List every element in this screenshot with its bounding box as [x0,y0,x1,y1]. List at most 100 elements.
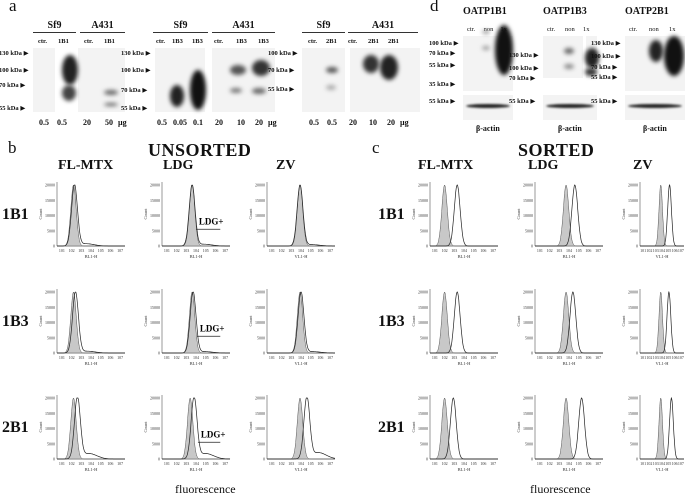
protein-band [585,48,599,68]
histogram-sorted-1b1-zv: 0 5000 10000 15000 20000 101 102 103 104 105 106 10… [621,182,684,259]
x-tick-label: 102 [547,355,553,360]
lane-label: 2B1 [326,38,337,45]
x-tick-label: 105 [203,355,209,360]
lane-label: non [649,26,659,33]
protein-amount: 0.5 [309,118,319,127]
x-tick-label: 106 [672,355,678,360]
y-tick-label: 10000 [150,426,160,431]
control-histogram [640,397,684,460]
mw-marker: 70 kDa ▶ [268,67,295,74]
x-axis-label: VL1-H [656,254,670,259]
protein-amount: 0.05 [173,118,187,127]
y-tick-label: 15000 [418,305,428,310]
x-tick-label: 104 [88,355,94,360]
protein-band [104,103,118,106]
mw-marker: 100 kDa ▶ [591,53,621,60]
y-axis-label: Count [621,421,626,433]
y-tick-label: 15000 [150,198,160,203]
row-label-1b3: 1B3 [2,313,29,330]
control-histogram [57,184,125,247]
y-tick-label: 20000 [418,290,428,295]
x-tick-label: 102 [174,355,180,360]
y-tick-label: 0 [53,457,55,462]
mw-marker: 130 kDa ▶ [121,50,151,57]
actin-marker: 55 kDa ▶ [509,98,536,105]
x-axis-label: BL1-H [563,254,576,259]
lane-label: ctr. [348,38,357,45]
panel-b-label: b [8,138,17,157]
protein-band [482,46,490,50]
x-tick-label: 102 [442,355,448,360]
lane-label: ctr. [547,26,556,33]
x-axis-label: VL1-H [295,254,309,259]
y-tick-label: 15000 [150,305,160,310]
x-tick-label: 106 [317,248,323,253]
x-tick-label: 106 [107,355,113,360]
x-tick-label: 103 [556,355,562,360]
x-tick-label: 106 [212,355,218,360]
y-tick-label: 0 [263,244,265,249]
sample-histogram [162,397,231,460]
sample-histogram [267,291,335,354]
mw-marker: 130 kDa ▶ [509,52,539,59]
marker-label: 70 kDa [509,75,529,82]
western-blot-3 [302,48,420,112]
x-tick-label: 107 [490,355,496,360]
marker-label: 70 kDa [268,67,288,74]
x-tick-label: 103 [556,461,562,466]
histogram-sorted-1b1-ldg: 0 5000 10000 15000 20000 101 102 103 104 105 106 10… [516,182,603,259]
x-tick-label: 101 [164,355,170,360]
x-tick-label: 105 [98,248,104,253]
x-tick-label: 105 [665,248,671,253]
y-axis-label: Count [248,208,253,220]
x-tick-label: 105 [98,355,104,360]
marker-label: 100 kDa [429,40,452,47]
blot-gap [345,48,350,112]
panel-d-label: d [430,0,439,15]
y-tick-label: 0 [636,244,638,249]
y-tick-label: 5000 [152,335,160,340]
x-tick-label: 102 [174,461,180,466]
protein-band [62,55,78,85]
unsorted-title: UNSORTED [148,140,252,160]
x-tick-label: 103 [288,355,294,360]
y-tick-label: 15000 [45,198,55,203]
y-axis-label: Count [516,315,521,327]
x-axis-label: BL1-H [85,361,98,366]
mw-marker: 70 kDa ▶ [0,82,26,89]
gate-label: LDG+ [201,430,226,440]
x-axis-label: BL1-H [190,254,203,259]
mw-marker: 55 kDa ▶ [268,86,295,93]
y-tick-label: 20000 [150,183,160,188]
control-histogram [267,291,335,354]
x-tick-label: 106 [107,461,113,466]
marker-label: 55 kDa [591,74,611,81]
blot-gap [205,48,212,112]
y-tick-label: 20000 [418,183,428,188]
y-axis-label: Count [143,208,148,220]
x-tick-label: 102 [646,355,652,360]
y-tick-label: 10000 [523,320,533,325]
marker-label: 100 kDa [268,50,291,57]
row-label-2b1: 2B1 [2,419,29,436]
control-histogram [57,397,125,460]
x-tick-label: 101 [640,461,646,466]
x-tick-label: 104 [659,355,665,360]
histogram-unsorted-1b3-ldg: 0 5000 10000 15000 20000 101 102 103 104 105 106 10… [143,289,230,366]
y-tick-label: 20000 [418,396,428,401]
marker-label: 35 kDa [429,81,449,88]
y-tick-label: 20000 [45,183,55,188]
row-label-1b3: 1B3 [378,313,405,330]
row-label-1b1: 1B1 [378,206,405,223]
x-tick-label: 107 [490,461,496,466]
y-tick-label: 0 [531,457,533,462]
x-tick-label: 101 [537,355,543,360]
x-tick-label: 102 [279,355,285,360]
x-tick-label: 106 [107,248,113,253]
x-tick-label: 103 [183,461,189,466]
marker-label: 100 kDa [591,53,614,60]
y-tick-label: 5000 [525,335,533,340]
y-tick-label: 10000 [628,213,638,218]
x-tick-label: 105 [308,248,314,253]
actin-label: β-actin [476,124,500,133]
